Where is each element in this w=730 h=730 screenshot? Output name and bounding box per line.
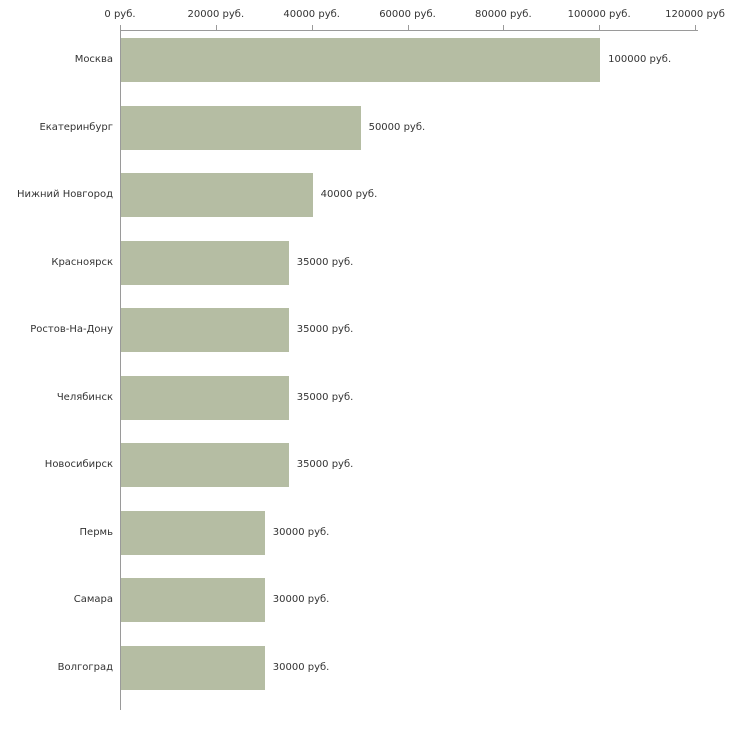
category-label: Новосибирск: [44, 459, 113, 470]
x-axis-line: [120, 30, 698, 31]
value-label: 100000 руб.: [608, 54, 672, 65]
bar: [121, 645, 265, 690]
bar-row: Екатеринбург 50000 руб.: [0, 105, 730, 150]
bar-row: Новосибирск 35000 руб.: [0, 443, 730, 487]
x-axis-tick-label: 0 руб.: [104, 9, 136, 20]
x-axis-tick: [311, 25, 313, 30]
bar-row: Волгоград 30000 руб.: [0, 645, 730, 690]
bar: [121, 510, 265, 555]
value-label: 30000 руб.: [272, 526, 330, 538]
value-label: 35000 руб.: [296, 391, 354, 403]
category-label: Самара: [73, 594, 113, 605]
x-axis-tick: [503, 25, 505, 30]
bar-row: Москва 100000 руб.: [0, 38, 730, 82]
x-axis-tick-label: 20000 руб.: [187, 9, 245, 20]
bar-row: Красноярск 35000 руб.: [0, 240, 730, 285]
bar: [121, 578, 265, 622]
bar: [121, 375, 289, 420]
x-axis-tick: [407, 25, 409, 30]
bar: [121, 105, 361, 150]
y-axis-line: [120, 30, 121, 710]
category-label: Екатеринбург: [39, 121, 113, 133]
value-label: 30000 руб.: [272, 661, 330, 673]
bar-row: Челябинск 35000 руб.: [0, 375, 730, 420]
value-label: 30000 руб.: [272, 594, 330, 605]
value-label: 35000 руб.: [296, 459, 354, 470]
bar: [121, 38, 601, 82]
category-label: Челябинск: [56, 391, 113, 403]
category-label: Москва: [74, 54, 113, 65]
value-label: 40000 руб.: [320, 189, 378, 200]
category-label: Пермь: [79, 526, 113, 538]
value-label: 50000 руб.: [368, 121, 426, 133]
category-label: Ростов-На-Дону: [30, 324, 113, 335]
bar-row: Ростов-На-Дону 35000 руб.: [0, 308, 730, 352]
x-axis-tick-label: 120000 руб: [665, 9, 725, 20]
bar-row: Пермь 30000 руб.: [0, 510, 730, 555]
value-label: 35000 руб.: [296, 256, 354, 268]
x-axis-tick-label: 40000 руб.: [283, 9, 340, 20]
bar: [121, 173, 313, 217]
bar: [121, 308, 289, 352]
x-axis-tick: [695, 25, 696, 30]
bar: [121, 443, 289, 487]
category-label: Волгоград: [57, 661, 113, 673]
category-label: Нижний Новгород: [16, 189, 113, 200]
x-axis-tick: [599, 25, 601, 30]
value-label: 35000 руб.: [296, 324, 354, 335]
x-axis-tick: [215, 25, 217, 30]
bar-row: Нижний Новгород 40000 руб.: [0, 173, 730, 217]
x-axis-tick-label: 100000 руб.: [567, 9, 631, 20]
x-axis-tick-label: 80000 руб.: [475, 9, 532, 20]
category-label: Красноярск: [51, 256, 113, 268]
bar-row: Самара 30000 руб.: [0, 578, 730, 622]
bar: [121, 240, 289, 285]
x-axis-tick-label: 60000 руб.: [379, 9, 436, 20]
x-axis-tick: [120, 25, 121, 30]
